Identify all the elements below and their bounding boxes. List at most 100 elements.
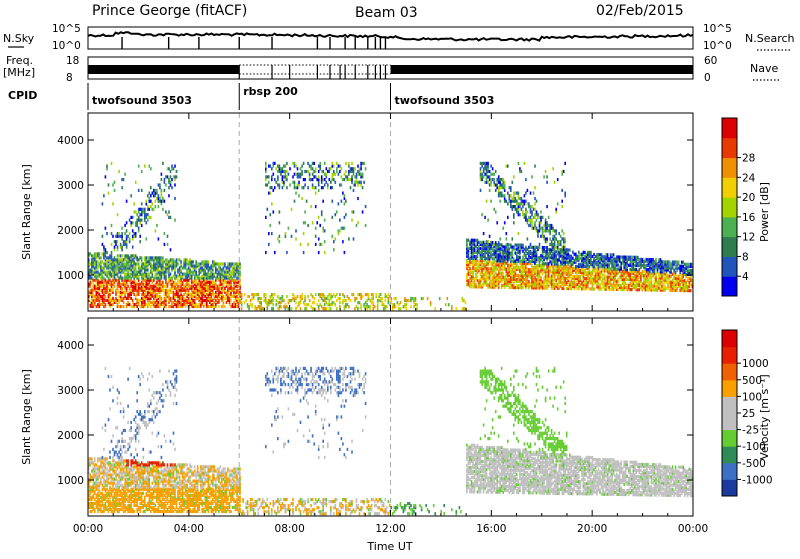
power-cell-3090 xyxy=(498,241,500,244)
power-cell-3983 xyxy=(558,232,560,235)
power-cell-2948 xyxy=(489,255,491,258)
power-cell-1478 xyxy=(195,279,197,282)
power-cell-602 xyxy=(132,281,134,284)
power-cell-446 xyxy=(121,277,123,280)
power-cell-4766 xyxy=(642,258,644,261)
power-cell-2813 xyxy=(480,167,482,170)
power-cell-2023 xyxy=(268,192,270,195)
power-cell-1950 xyxy=(239,262,241,265)
power-cell-4023 xyxy=(561,189,563,192)
power-cell-2052 xyxy=(273,210,275,213)
power-cell-4001 xyxy=(560,235,562,238)
nsearch-tick-bottom: 10^0 xyxy=(703,40,732,52)
power-cell-1173 xyxy=(170,297,172,300)
power-cell-3313 xyxy=(513,258,515,261)
power-cell-2001 xyxy=(265,293,267,296)
nave-label: Nave xyxy=(750,62,778,75)
power-cell-3294 xyxy=(512,245,514,248)
power-cell-607 xyxy=(132,264,134,267)
power-cell-350 xyxy=(114,246,116,249)
power-cell-2629 xyxy=(462,307,464,310)
power-cell-4025 xyxy=(561,170,563,173)
power-cell-279 xyxy=(109,289,111,292)
power-cell-1281 xyxy=(177,268,179,271)
power-cell-2207 xyxy=(304,221,306,224)
power-cell-2470 xyxy=(356,305,358,308)
power-cell-4767 xyxy=(643,286,645,289)
power-cell-3335 xyxy=(515,260,517,263)
power-cell-3343 xyxy=(515,192,517,195)
power-cell-2070 xyxy=(277,183,279,186)
power-cell-1592 xyxy=(206,293,208,296)
power-cell-3019 xyxy=(493,249,495,252)
power-cell-886 xyxy=(150,262,152,265)
power-cell-3157 xyxy=(502,249,504,252)
power-cell-1263 xyxy=(176,258,178,261)
power-cell-4777 xyxy=(643,260,645,263)
power-cell-4184 xyxy=(577,265,579,268)
power-cell-2256 xyxy=(315,192,317,195)
power-cell-3450 xyxy=(522,256,524,259)
power-cell-1857 xyxy=(232,295,234,298)
power-cell-3148 xyxy=(502,272,504,275)
power-cell-2377 xyxy=(336,293,338,296)
power-cell-4613 xyxy=(625,282,627,285)
power-cell-1094 xyxy=(164,271,166,274)
power-cell-2536 xyxy=(371,297,373,300)
power-cell-4063 xyxy=(564,257,566,260)
power-cell-3469 xyxy=(524,258,526,261)
power-cell-1185 xyxy=(170,216,172,219)
power-cell-593 xyxy=(130,216,132,219)
power-cell-573 xyxy=(130,305,132,308)
power-cell-4354 xyxy=(595,259,597,262)
power-cell-3579 xyxy=(531,264,533,267)
power-cell-4772 xyxy=(643,274,645,277)
power-cell-125 xyxy=(97,271,99,274)
power-cell-64 xyxy=(93,271,95,274)
power-cell-866 xyxy=(149,208,151,211)
power-cell-3113 xyxy=(499,237,501,240)
power-cell-4648 xyxy=(630,288,632,291)
power-cell-1324 xyxy=(182,295,184,298)
power-cell-1389 xyxy=(188,289,190,292)
power-cell-2454 xyxy=(351,162,353,165)
power-cell-2189 xyxy=(301,293,303,296)
power-cell-3318 xyxy=(513,213,515,216)
power-cell-1501 xyxy=(198,295,200,298)
power-cell-2568 xyxy=(386,305,388,308)
power-cell-1983 xyxy=(257,293,259,296)
power-cell-2306 xyxy=(322,170,324,173)
power-cell-750 xyxy=(141,189,143,192)
power-cell-400 xyxy=(118,291,120,294)
power-cell-2440 xyxy=(348,162,350,165)
power-cell-3120 xyxy=(499,178,501,181)
power-cell-2396 xyxy=(339,165,341,168)
power-cell-2337 xyxy=(329,293,331,296)
power-cell-1163 xyxy=(168,260,170,263)
power-cell-3960 xyxy=(557,240,559,243)
power-cell-3688 xyxy=(537,213,539,216)
power-cell-1487 xyxy=(197,297,199,300)
power-cell-4644 xyxy=(628,272,630,275)
power-cell-3860 xyxy=(551,270,553,273)
power-cell-2172 xyxy=(298,301,300,304)
power-cell-892 xyxy=(150,194,152,197)
power-cell-4004 xyxy=(561,281,563,284)
power-cell-2586 xyxy=(395,305,397,308)
power-cell-4201 xyxy=(578,255,580,258)
power-cell-3055 xyxy=(496,267,498,270)
power-cell-3177 xyxy=(504,255,506,258)
power-cell-1177 xyxy=(170,283,172,286)
power-cell-2161 xyxy=(295,186,297,189)
power-cell-2107 xyxy=(283,175,285,178)
power-cell-2972 xyxy=(490,251,492,254)
power-cell-1427 xyxy=(191,285,193,288)
power-cell-2931 xyxy=(487,219,489,222)
power-cell-2465 xyxy=(354,297,356,300)
power-cell-766 xyxy=(143,273,145,276)
power-cell-2601 xyxy=(407,299,409,302)
power-cell-550 xyxy=(127,235,129,238)
power-cell-2406 xyxy=(342,227,344,230)
power-cell-284 xyxy=(109,271,111,274)
power-cell-172 xyxy=(102,289,104,292)
